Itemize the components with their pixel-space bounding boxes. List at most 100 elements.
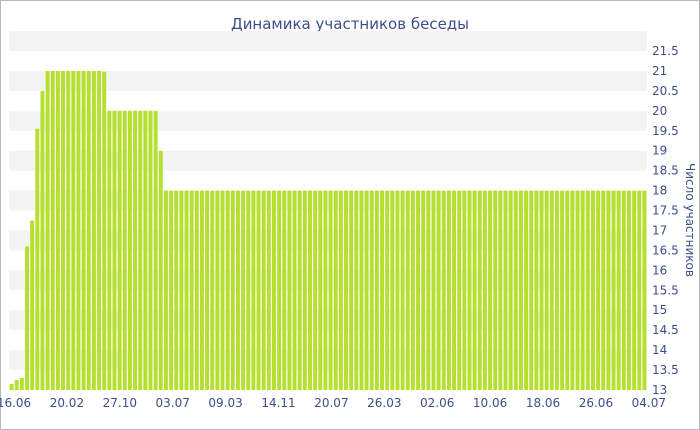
- bar: [601, 190, 606, 390]
- bar: [390, 190, 395, 390]
- grid-band: [9, 70, 647, 91]
- bar: [359, 190, 364, 390]
- bar: [549, 190, 554, 390]
- x-tick-label: 04.07: [632, 396, 666, 410]
- bar: [71, 70, 76, 391]
- bar: [282, 190, 287, 390]
- x-tick-label: 20.02: [50, 396, 84, 410]
- bar: [138, 110, 143, 390]
- bar: [452, 190, 457, 390]
- bar: [25, 246, 29, 390]
- bar: [591, 190, 595, 390]
- bar: [19, 378, 24, 390]
- bar: [241, 190, 246, 390]
- bar: [467, 190, 472, 390]
- bar: [585, 190, 590, 390]
- bar: [621, 190, 626, 390]
- x-tick-label: 20.07: [314, 396, 348, 410]
- bar: [133, 110, 138, 390]
- y-tick-label: 16: [652, 263, 667, 277]
- bar: [627, 190, 631, 390]
- bar: [457, 190, 462, 390]
- x-tick-label: 16.06: [0, 396, 31, 410]
- bar: [308, 190, 312, 390]
- bar: [426, 190, 431, 390]
- bar: [606, 190, 611, 390]
- bar: [544, 190, 549, 390]
- bar: [297, 190, 302, 390]
- bar: [261, 190, 266, 390]
- bar: [91, 70, 96, 391]
- bar: [194, 190, 199, 390]
- bar: [508, 190, 513, 390]
- y-tick-label: 14: [652, 343, 667, 357]
- bar: [205, 190, 210, 390]
- y-tick-label: 21: [652, 64, 667, 78]
- y-tick-label: 15: [652, 303, 667, 317]
- bar: [642, 190, 647, 390]
- grid-band: [9, 190, 647, 211]
- bar: [55, 70, 60, 391]
- y-tick-label: 17.5: [652, 204, 679, 218]
- bar: [50, 70, 55, 391]
- bar: [539, 190, 544, 390]
- grid-band: [9, 310, 647, 331]
- bar: [86, 70, 91, 391]
- bar: [529, 190, 534, 390]
- bar: [313, 190, 318, 390]
- bar: [472, 190, 477, 390]
- grid-band: [9, 270, 647, 291]
- bar: [292, 190, 297, 390]
- bar: [318, 190, 323, 390]
- bar: [251, 190, 256, 390]
- bar: [143, 110, 148, 390]
- y-tick-label: 19: [652, 144, 667, 158]
- bar: [560, 190, 565, 390]
- bar: [40, 90, 45, 390]
- bar: [35, 128, 40, 391]
- bar: [637, 190, 642, 390]
- bar: [328, 190, 333, 390]
- bar: [385, 190, 390, 390]
- y-axis-ticks: 13 13.5 14 14.5 15 15.5 16 16.5 17 17.5 18 18.5 19 19…: [652, 44, 679, 397]
- bar: [488, 190, 493, 390]
- bar: [81, 70, 86, 391]
- y-tick-label: 21.5: [652, 44, 679, 58]
- chart-title: Динамика участников беседы: [231, 15, 469, 33]
- bar: [174, 190, 179, 390]
- bar: [421, 190, 426, 390]
- bar: [230, 190, 235, 390]
- y-tick-label: 14.5: [652, 323, 679, 337]
- bar: [493, 190, 498, 390]
- bar: [374, 190, 379, 390]
- y-tick-label: 19.5: [652, 124, 679, 138]
- bar: [349, 190, 354, 390]
- bar: [570, 190, 575, 390]
- bar: [380, 190, 384, 390]
- grid-band: [9, 230, 647, 251]
- bar: [632, 190, 637, 390]
- x-tick-label: 09.03: [208, 396, 242, 410]
- grid-band: [9, 110, 647, 131]
- bar: [596, 190, 601, 390]
- bar: [179, 190, 184, 390]
- bar: [102, 71, 107, 390]
- bar: [256, 190, 261, 390]
- bar: [400, 190, 405, 390]
- bar: [482, 190, 487, 390]
- bar: [215, 190, 220, 390]
- grid-band: [9, 150, 647, 171]
- x-tick-label: 03.07: [156, 396, 190, 410]
- bar: [477, 190, 482, 390]
- x-tick-label: 26.03: [367, 396, 401, 410]
- bar: [513, 190, 518, 390]
- bar: [277, 190, 282, 390]
- bar: [169, 190, 174, 390]
- bar: [446, 190, 451, 390]
- y-tick-label: 20: [652, 104, 667, 118]
- bar: [97, 70, 102, 391]
- bar: [395, 190, 400, 390]
- y-tick-label: 18.5: [652, 164, 679, 178]
- bar: [431, 190, 436, 390]
